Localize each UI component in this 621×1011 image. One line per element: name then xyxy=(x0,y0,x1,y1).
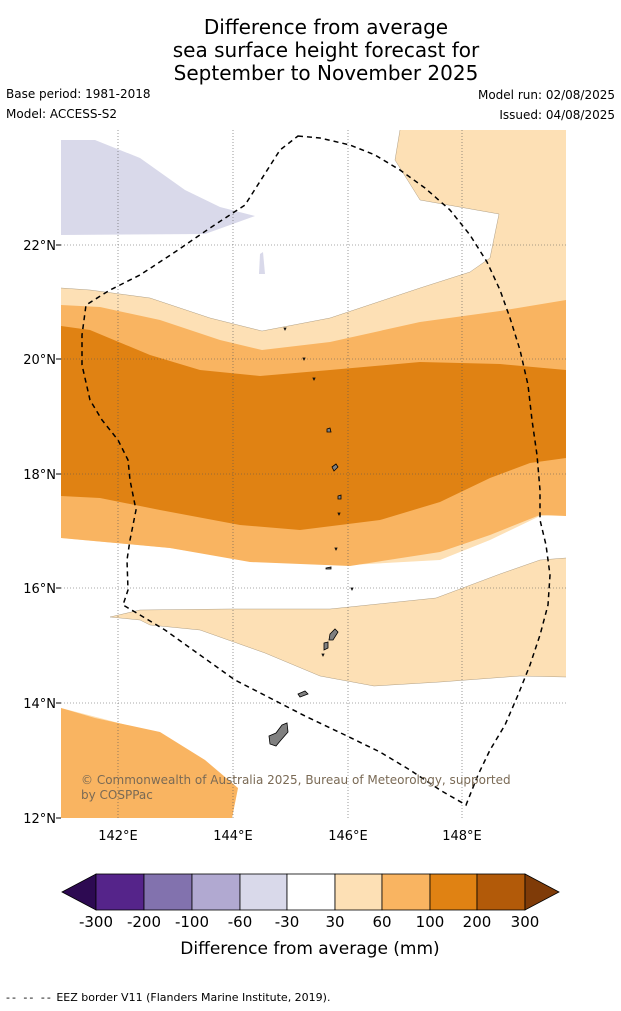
colorbar-tick-label: -300 xyxy=(79,913,113,931)
contour-60-100-southwest xyxy=(61,708,238,818)
colorbar-tick-label: -100 xyxy=(175,913,209,931)
colorbar-segment xyxy=(143,873,193,911)
colorbar-tick-label: -60 xyxy=(228,913,253,931)
title-line-3: September to November 2025 xyxy=(173,61,479,85)
lon-label: 144°E xyxy=(213,829,253,844)
eez-legend-text: EEZ border V11 (Flanders Marine Institut… xyxy=(56,991,331,1004)
colorbar-tick-label: -30 xyxy=(275,913,300,931)
colorbar-segment xyxy=(191,873,241,911)
copyright-line-1: © Commonwealth of Australia 2025, Bureau… xyxy=(81,773,511,787)
lat-label: 22°N xyxy=(23,239,56,254)
island-sarigan xyxy=(350,587,354,591)
colorbar-segment xyxy=(381,873,431,911)
island-north xyxy=(283,327,287,331)
contour-neg30-neg60 xyxy=(61,140,255,235)
issued-date: Issued: 04/08/2025 xyxy=(499,108,615,122)
colorbar-segment xyxy=(95,873,145,911)
colorbar-segment xyxy=(429,873,478,911)
lat-label: 14°N xyxy=(23,697,56,712)
lat-label: 12°N xyxy=(23,812,56,827)
island-farallon-de-medinilla xyxy=(321,653,325,657)
colorbar-tick-label: 300 xyxy=(511,913,540,931)
island-alamagan xyxy=(337,512,341,516)
island-saipan xyxy=(328,628,339,641)
island-pagan xyxy=(337,494,342,500)
colorbar-tick-label: -200 xyxy=(127,913,161,931)
colorbar-segment xyxy=(334,873,383,911)
colorbar-segment xyxy=(476,873,526,911)
axis-ticks xyxy=(56,244,61,819)
colorbar-tick-label: 60 xyxy=(372,913,391,931)
island-tinian xyxy=(323,641,329,651)
model-name: Model: ACCESS-S2 xyxy=(6,107,118,121)
copyright-line-2: by COSPPac xyxy=(81,788,153,802)
colorbar-tick-label: 200 xyxy=(463,913,492,931)
title-line-2: sea surface height forecast for xyxy=(172,38,480,62)
anomaly-field: © Commonwealth of Australia 2025, Bureau… xyxy=(61,130,566,818)
lon-label: 148°E xyxy=(442,829,482,844)
colorbar xyxy=(61,873,560,911)
contour-neg-small xyxy=(259,252,265,274)
eez-legend-swatch: -- -- -- xyxy=(6,991,53,1004)
colorbar-segment xyxy=(239,873,288,911)
model-run: Model run: 02/08/2025 xyxy=(477,88,615,102)
colorbar-labels: -300 -200 -100 -60 -30 30 60 100 200 300 xyxy=(79,913,539,931)
land-islands xyxy=(268,327,354,747)
eez-legend: -- -- -- EEZ border V11 (Flanders Marine… xyxy=(6,991,330,1004)
title-line-1: Difference from average xyxy=(203,15,449,39)
island-asuncion xyxy=(326,427,332,433)
colorbar-extend-high xyxy=(524,873,560,911)
lat-label: 18°N xyxy=(23,468,56,483)
island-agrihan xyxy=(331,463,339,472)
island-guam xyxy=(268,722,289,747)
island-maug xyxy=(312,377,316,381)
lon-label: 146°E xyxy=(328,829,368,844)
lat-label: 20°N xyxy=(23,353,56,368)
map-title: Difference from average sea surface heig… xyxy=(0,16,621,85)
contour-100-200 xyxy=(61,326,566,530)
lon-label: 142°E xyxy=(98,829,138,844)
lat-label: 16°N xyxy=(23,582,56,597)
lon-labels: 142°E 144°E 146°E 148°E xyxy=(98,829,482,844)
colorbar-tick-label: 100 xyxy=(416,913,445,931)
colorbar-segment xyxy=(286,873,336,911)
lat-labels: 22°N 20°N 18°N 16°N 14°N 12°N xyxy=(23,239,56,827)
island-guguan xyxy=(334,547,338,551)
island-anatahan xyxy=(325,566,332,570)
colorbar-tick-label: 30 xyxy=(325,913,344,931)
colorbar-title: Difference from average (mm) xyxy=(180,939,439,959)
island-rota xyxy=(297,690,309,698)
base-period: Base period: 1981-2018 xyxy=(6,87,151,101)
island-uracas xyxy=(302,357,306,361)
graticule xyxy=(61,130,566,818)
colorbar-extend-low xyxy=(61,873,97,911)
